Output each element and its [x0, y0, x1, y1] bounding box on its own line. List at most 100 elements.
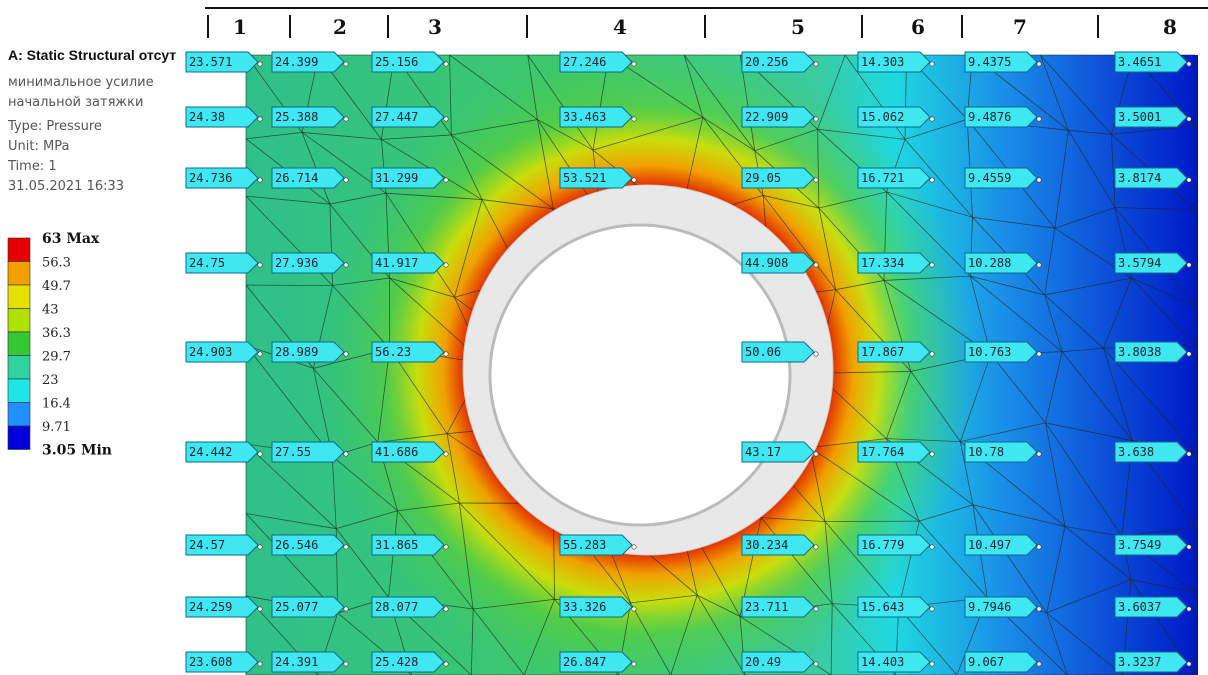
probe-point — [258, 178, 262, 182]
probe-point — [258, 607, 262, 611]
probe-point — [258, 662, 262, 666]
probe-value: 17.764 — [861, 445, 904, 459]
probe-point — [930, 117, 934, 121]
probe-value: 17.334 — [861, 256, 904, 270]
probe-value: 14.403 — [861, 655, 904, 669]
probe-value: 3.8174 — [1118, 171, 1161, 185]
probe-point — [258, 452, 262, 456]
probe-value: 41.686 — [375, 445, 418, 459]
legend-label: 29.7 — [42, 350, 71, 365]
probe-point — [1187, 263, 1191, 267]
probe-point — [814, 662, 818, 666]
probe-point — [814, 62, 818, 66]
legend-label: 36.3 — [42, 326, 71, 341]
probe-value: 24.57 — [189, 538, 225, 552]
info-line: 31.05.2021 16:33 — [8, 179, 124, 194]
probe-value: 3.6037 — [1118, 600, 1161, 614]
probe-point — [814, 452, 818, 456]
probe-value: 17.867 — [861, 345, 904, 359]
probe-point — [1037, 178, 1041, 182]
probe-point — [344, 352, 348, 356]
legend-swatch — [8, 309, 30, 333]
probe-point — [1187, 62, 1191, 66]
probe-point — [1187, 607, 1191, 611]
probe-point — [930, 452, 934, 456]
probe-point — [344, 545, 348, 549]
legend-label: 23 — [42, 373, 59, 388]
probe-point — [632, 662, 636, 666]
result-title: A: Static Structural отсут — [8, 47, 176, 63]
probe-point — [814, 178, 818, 182]
probe-point — [814, 352, 818, 356]
probe-value: 41.917 — [375, 256, 418, 270]
probe-value: 25.428 — [375, 655, 418, 669]
probe-value: 24.391 — [275, 655, 318, 669]
probe-point — [632, 178, 636, 182]
probe-value: 56.23 — [375, 345, 411, 359]
probe-point — [814, 545, 818, 549]
probe-point — [1037, 62, 1041, 66]
probe-value: 10.497 — [968, 538, 1011, 552]
probe-value: 33.326 — [563, 600, 606, 614]
probe-point — [444, 545, 448, 549]
probe-value: 9.067 — [968, 655, 1004, 669]
info-line: Unit: MPa — [8, 139, 69, 154]
column-number: 1 — [233, 15, 247, 39]
probe-value: 44.908 — [745, 256, 788, 270]
probe-value: 3.7549 — [1118, 538, 1161, 552]
probe-value: 3.4651 — [1118, 55, 1161, 69]
probe-point — [1187, 352, 1191, 356]
probe-point — [1037, 452, 1041, 456]
probe-value: 24.75 — [189, 256, 225, 270]
probe-value: 16.721 — [861, 171, 904, 185]
probe-value: 55.283 — [563, 538, 606, 552]
probe-value: 24.38 — [189, 110, 225, 124]
page: {"header": {"title": "A: Static Structur… — [0, 0, 1208, 675]
column-number: 3 — [428, 15, 442, 39]
probe-point — [444, 662, 448, 666]
probe-value: 28.077 — [375, 600, 418, 614]
probe-value: 31.299 — [375, 171, 418, 185]
probe-point — [1037, 352, 1041, 356]
info-line: Type: Pressure — [7, 119, 102, 134]
legend-swatch — [8, 379, 30, 403]
probe-value: 3.8038 — [1118, 345, 1161, 359]
probe-point — [930, 178, 934, 182]
screen: A: Static Structural отсут минимальное у… — [0, 0, 1208, 675]
probe-point — [930, 662, 934, 666]
probe-value: 24.442 — [189, 445, 232, 459]
probe-value: 3.3237 — [1118, 655, 1161, 669]
probe-value: 31.865 — [375, 538, 418, 552]
probe-value: 26.847 — [563, 655, 606, 669]
probe-point — [814, 607, 818, 611]
probe-value: 3.5001 — [1118, 110, 1161, 124]
probe-point — [1037, 607, 1041, 611]
probe-point — [632, 117, 636, 121]
probe-value: 10.78 — [968, 445, 1004, 459]
column-number: 4 — [613, 15, 627, 39]
probe-value: 24.259 — [189, 600, 232, 614]
info-line: минимальное усилие — [8, 75, 154, 90]
probe-value: 27.55 — [275, 445, 311, 459]
probe-point — [814, 263, 818, 267]
legend-swatch — [8, 238, 30, 262]
info-line: начальной затяжки — [8, 95, 143, 110]
probe-point — [632, 607, 636, 611]
probe-point — [930, 263, 934, 267]
probe-value: 15.643 — [861, 600, 904, 614]
column-number: 8 — [1163, 15, 1177, 39]
probe-point — [444, 263, 448, 267]
probe-point — [258, 263, 262, 267]
probe-point — [344, 662, 348, 666]
legend-swatch — [8, 426, 30, 450]
info-line: Time: 1 — [7, 159, 57, 174]
probe-point — [1037, 662, 1041, 666]
legend-label: 49.7 — [42, 279, 71, 294]
probe-value: 25.388 — [275, 110, 318, 124]
probe-value: 10.288 — [968, 256, 1011, 270]
probe-value: 28.989 — [275, 345, 318, 359]
column-number: 2 — [333, 15, 347, 39]
probe-value: 3.638 — [1118, 445, 1154, 459]
probe-point — [930, 607, 934, 611]
probe-point — [1187, 662, 1191, 666]
